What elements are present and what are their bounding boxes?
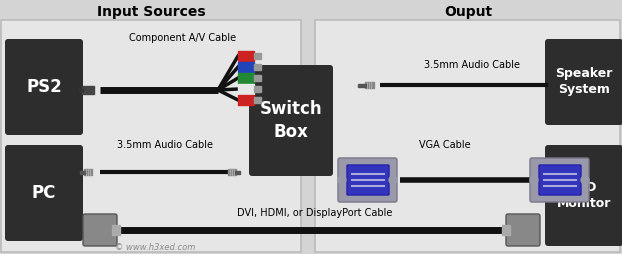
Bar — [80, 170, 86, 173]
Circle shape — [389, 176, 397, 184]
FancyBboxPatch shape — [5, 39, 83, 135]
FancyBboxPatch shape — [83, 214, 117, 246]
FancyBboxPatch shape — [315, 20, 620, 252]
Text: LCD
Monitor: LCD Monitor — [557, 181, 611, 210]
Circle shape — [338, 176, 346, 184]
FancyBboxPatch shape — [347, 165, 389, 195]
Text: © www.h3xed.com: © www.h3xed.com — [115, 244, 195, 252]
Bar — [238, 62, 254, 72]
Bar — [82, 86, 94, 94]
Bar — [234, 170, 240, 173]
Bar — [228, 169, 236, 175]
Text: PS2: PS2 — [26, 78, 62, 96]
Bar — [502, 225, 510, 235]
Bar — [112, 225, 120, 235]
Text: VGA Cable: VGA Cable — [419, 140, 471, 150]
Bar — [238, 73, 254, 83]
Bar — [254, 64, 261, 70]
FancyBboxPatch shape — [249, 65, 333, 176]
Bar — [238, 51, 254, 61]
FancyBboxPatch shape — [1, 20, 301, 252]
FancyBboxPatch shape — [530, 158, 589, 202]
Bar — [238, 95, 254, 105]
Bar — [84, 169, 92, 175]
FancyBboxPatch shape — [545, 39, 622, 125]
FancyBboxPatch shape — [338, 158, 397, 202]
Circle shape — [530, 176, 538, 184]
Text: Switch
Box: Switch Box — [260, 100, 322, 141]
Text: Input Sources: Input Sources — [96, 5, 205, 19]
Bar — [365, 82, 374, 88]
Text: PC: PC — [32, 184, 56, 202]
Text: Ouput: Ouput — [444, 5, 492, 19]
FancyBboxPatch shape — [539, 165, 581, 195]
Bar — [254, 86, 261, 92]
Bar — [254, 97, 261, 103]
Text: 3.5mm Audio Cable: 3.5mm Audio Cable — [424, 60, 520, 70]
Text: Speaker
System: Speaker System — [555, 68, 613, 97]
Text: DVI, HDMI, or DisplayPort Cable: DVI, HDMI, or DisplayPort Cable — [238, 208, 392, 218]
Bar — [238, 62, 254, 72]
Bar — [238, 84, 254, 94]
FancyBboxPatch shape — [506, 214, 540, 246]
Bar — [238, 51, 254, 61]
Bar — [254, 53, 261, 59]
FancyBboxPatch shape — [545, 145, 622, 246]
Bar — [254, 75, 261, 81]
Text: Component A/V Cable: Component A/V Cable — [129, 33, 236, 43]
Text: 3.5mm Audio Cable: 3.5mm Audio Cable — [117, 140, 213, 150]
Circle shape — [581, 176, 589, 184]
FancyBboxPatch shape — [5, 145, 83, 241]
Bar — [238, 95, 254, 105]
Bar — [238, 73, 254, 83]
Bar — [238, 84, 254, 94]
Bar — [358, 84, 367, 87]
